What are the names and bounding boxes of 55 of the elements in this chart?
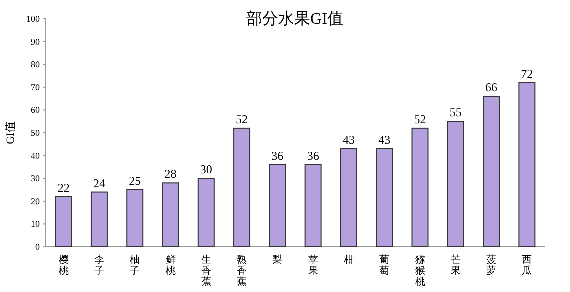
x-tick-label: 生香蕉 <box>201 254 212 288</box>
data-label: 36 <box>307 148 320 163</box>
y-tick-label: 100 <box>26 14 40 24</box>
y-tick-label: 20 <box>31 196 40 206</box>
x-tick-label: 菠萝 <box>486 254 497 277</box>
data-label: 28 <box>164 167 177 182</box>
x-tick-label: 柑 <box>342 254 354 266</box>
bar <box>376 148 394 248</box>
x-tick-label: 鲜桃 <box>166 254 176 277</box>
x-tick-label: 梨 <box>272 254 283 266</box>
x-tick-label: 樱桃 <box>58 254 69 277</box>
bar <box>162 182 180 248</box>
y-tick-label: 90 <box>31 36 40 47</box>
y-axis-title: GI值 <box>5 122 17 144</box>
x-tick-label: 葡萄 <box>380 254 390 277</box>
y-tick-label: 10 <box>31 219 40 230</box>
y-tick-label: 0 <box>36 242 40 252</box>
bar <box>518 82 536 248</box>
x-tick-label: 芒果 <box>450 254 461 277</box>
data-label: 52 <box>236 112 248 126</box>
data-label: 52 <box>414 112 426 126</box>
bar <box>269 164 286 248</box>
y-tick-label: 60 <box>31 105 40 116</box>
bar <box>412 128 429 248</box>
x-tick-label: 苹果 <box>308 254 318 277</box>
x-tick-label: 熟香蕉 <box>237 254 248 288</box>
bar <box>340 148 358 248</box>
data-label: 66 <box>486 80 498 95</box>
y-tick-label: 30 <box>31 174 40 184</box>
bar <box>55 196 72 248</box>
data-label: 43 <box>378 132 391 147</box>
y-tick-label: 80 <box>31 60 40 70</box>
bar <box>126 190 144 248</box>
x-tick-label: 猕猴桃 <box>415 255 426 288</box>
data-label: 24 <box>93 176 106 190</box>
bar <box>483 96 500 248</box>
x-tick-label: 柚子 <box>130 254 140 277</box>
x-tick-label: 西瓜 <box>522 255 532 277</box>
bar <box>90 192 108 248</box>
data-label: 36 <box>272 148 284 163</box>
bar <box>304 164 322 248</box>
data-label: 30 <box>200 162 212 177</box>
y-tick-label: 70 <box>31 82 40 92</box>
data-label: 22 <box>58 180 70 195</box>
x-tick-label: 李子 <box>94 254 104 277</box>
bar <box>198 178 215 248</box>
bar <box>234 128 251 248</box>
data-label: 72 <box>521 66 534 81</box>
y-tick-label: 50 <box>31 128 40 138</box>
chart-title: 部分水果GI值 <box>246 10 344 28</box>
bar <box>447 121 464 248</box>
data-label: 25 <box>129 174 142 188</box>
data-label: 55 <box>450 106 462 120</box>
y-tick-label: 40 <box>31 150 40 161</box>
data-label: 43 <box>342 132 355 147</box>
